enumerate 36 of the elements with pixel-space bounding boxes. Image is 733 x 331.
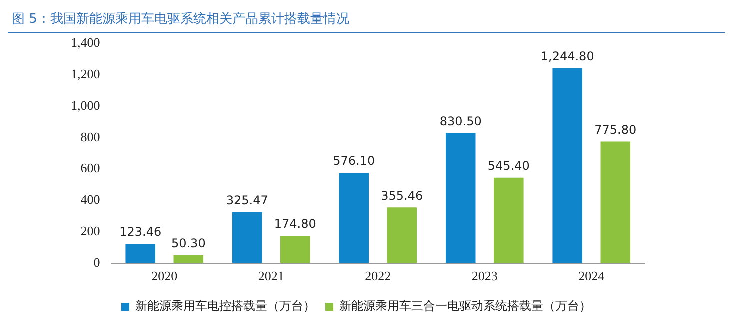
data-label: 830.50 [440,114,482,128]
chart-title: 图 5：我国新能源乘用车电驱系统相关产品累计搭载量情况 [8,8,725,33]
bar [446,133,476,264]
legend-label: 新能源乘用车电控搭载量（万台） [136,299,316,314]
data-label: 775.80 [594,122,637,137]
y-tick-label: 400 [80,192,100,208]
x-tick-label: 2023 [472,268,498,284]
data-label: 123.46 [120,225,162,240]
bar [494,178,524,264]
data-label: 174.80 [274,217,316,232]
y-tick-label: 800 [80,129,100,144]
y-tick-label: 1,000 [71,98,100,113]
data-label: 545.40 [488,158,530,173]
bar [232,212,262,264]
y-tick-label: 1,200 [71,66,100,82]
legend-label: 新能源乘用车三合一电驱动系统搭载量（万台） [340,299,592,314]
bar [552,68,582,264]
bar [600,142,631,264]
data-label: 1,244.80 [540,49,594,64]
data-label: 50.30 [171,236,206,251]
bar [387,208,418,264]
data-label: 576.10 [333,154,376,168]
x-tick-label: 2022 [365,268,392,284]
x-tick-label: 2021 [258,268,284,284]
bar [174,256,204,264]
data-label: 355.46 [381,188,424,203]
x-tick-label: 2024 [578,268,606,284]
data-label: 325.47 [226,193,268,208]
y-tick-label: 600 [80,160,100,176]
bar [280,236,310,264]
bar [339,173,369,264]
y-tick-label: 1,400 [71,35,100,50]
y-tick-label: 0 [94,254,100,270]
y-tick-label: 200 [80,223,100,238]
bar [126,244,156,264]
x-tick-label: 2020 [152,268,178,284]
